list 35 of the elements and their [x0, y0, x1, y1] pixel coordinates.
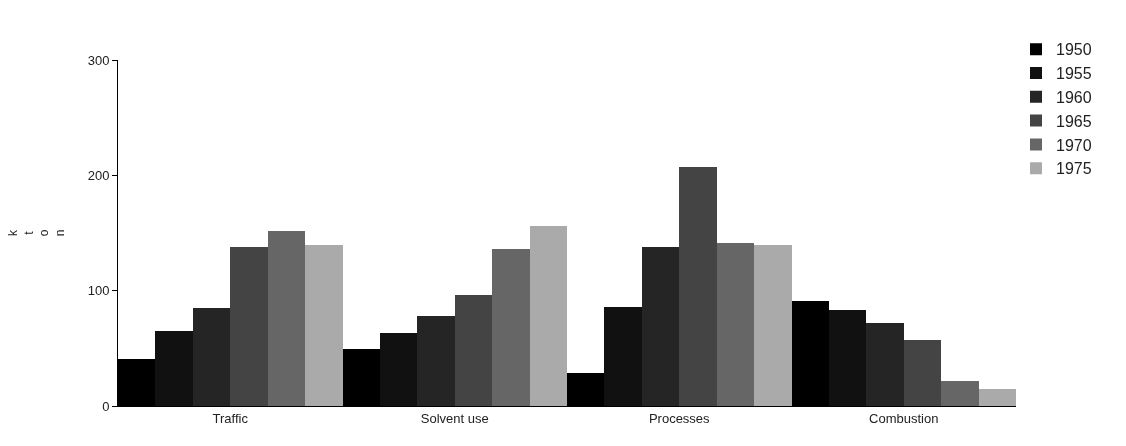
bar: [380, 333, 417, 406]
bar: [268, 231, 305, 406]
bar: [979, 389, 1016, 406]
bar: [417, 316, 455, 406]
x-tick-label: Traffic: [212, 410, 249, 426]
x-tick-label: Combustion: [869, 410, 939, 426]
bar: [230, 247, 268, 406]
y-tick-label: 200: [87, 167, 110, 183]
legend-label: 1960: [1056, 89, 1092, 107]
bar: [866, 323, 904, 406]
bar: [829, 310, 866, 406]
bar: [530, 226, 567, 406]
bar: [155, 331, 193, 406]
bar: [455, 295, 492, 406]
x-tick-label: Processes: [648, 410, 711, 426]
bar: [604, 307, 642, 406]
y-axis-title: kton: [6, 229, 67, 237]
bar: [904, 340, 941, 406]
legend-label: 1950: [1056, 41, 1092, 59]
y-tick-label: 300: [87, 52, 110, 68]
bar: [492, 249, 530, 406]
x-tick-label: Solvent use: [420, 410, 489, 426]
legend-label: 1975: [1056, 160, 1092, 178]
bar: [642, 247, 679, 406]
bar: [717, 243, 754, 406]
bar: [754, 245, 792, 406]
bar: [679, 167, 717, 406]
bar: [193, 308, 230, 406]
y-tick-label: 0: [102, 398, 110, 414]
y-tick-label: 100: [87, 283, 110, 299]
bar: [305, 245, 343, 406]
bar: [941, 381, 979, 406]
legend-label: 1965: [1056, 112, 1092, 130]
legend-label: 1970: [1056, 136, 1092, 154]
legend-label: 1955: [1056, 65, 1092, 83]
